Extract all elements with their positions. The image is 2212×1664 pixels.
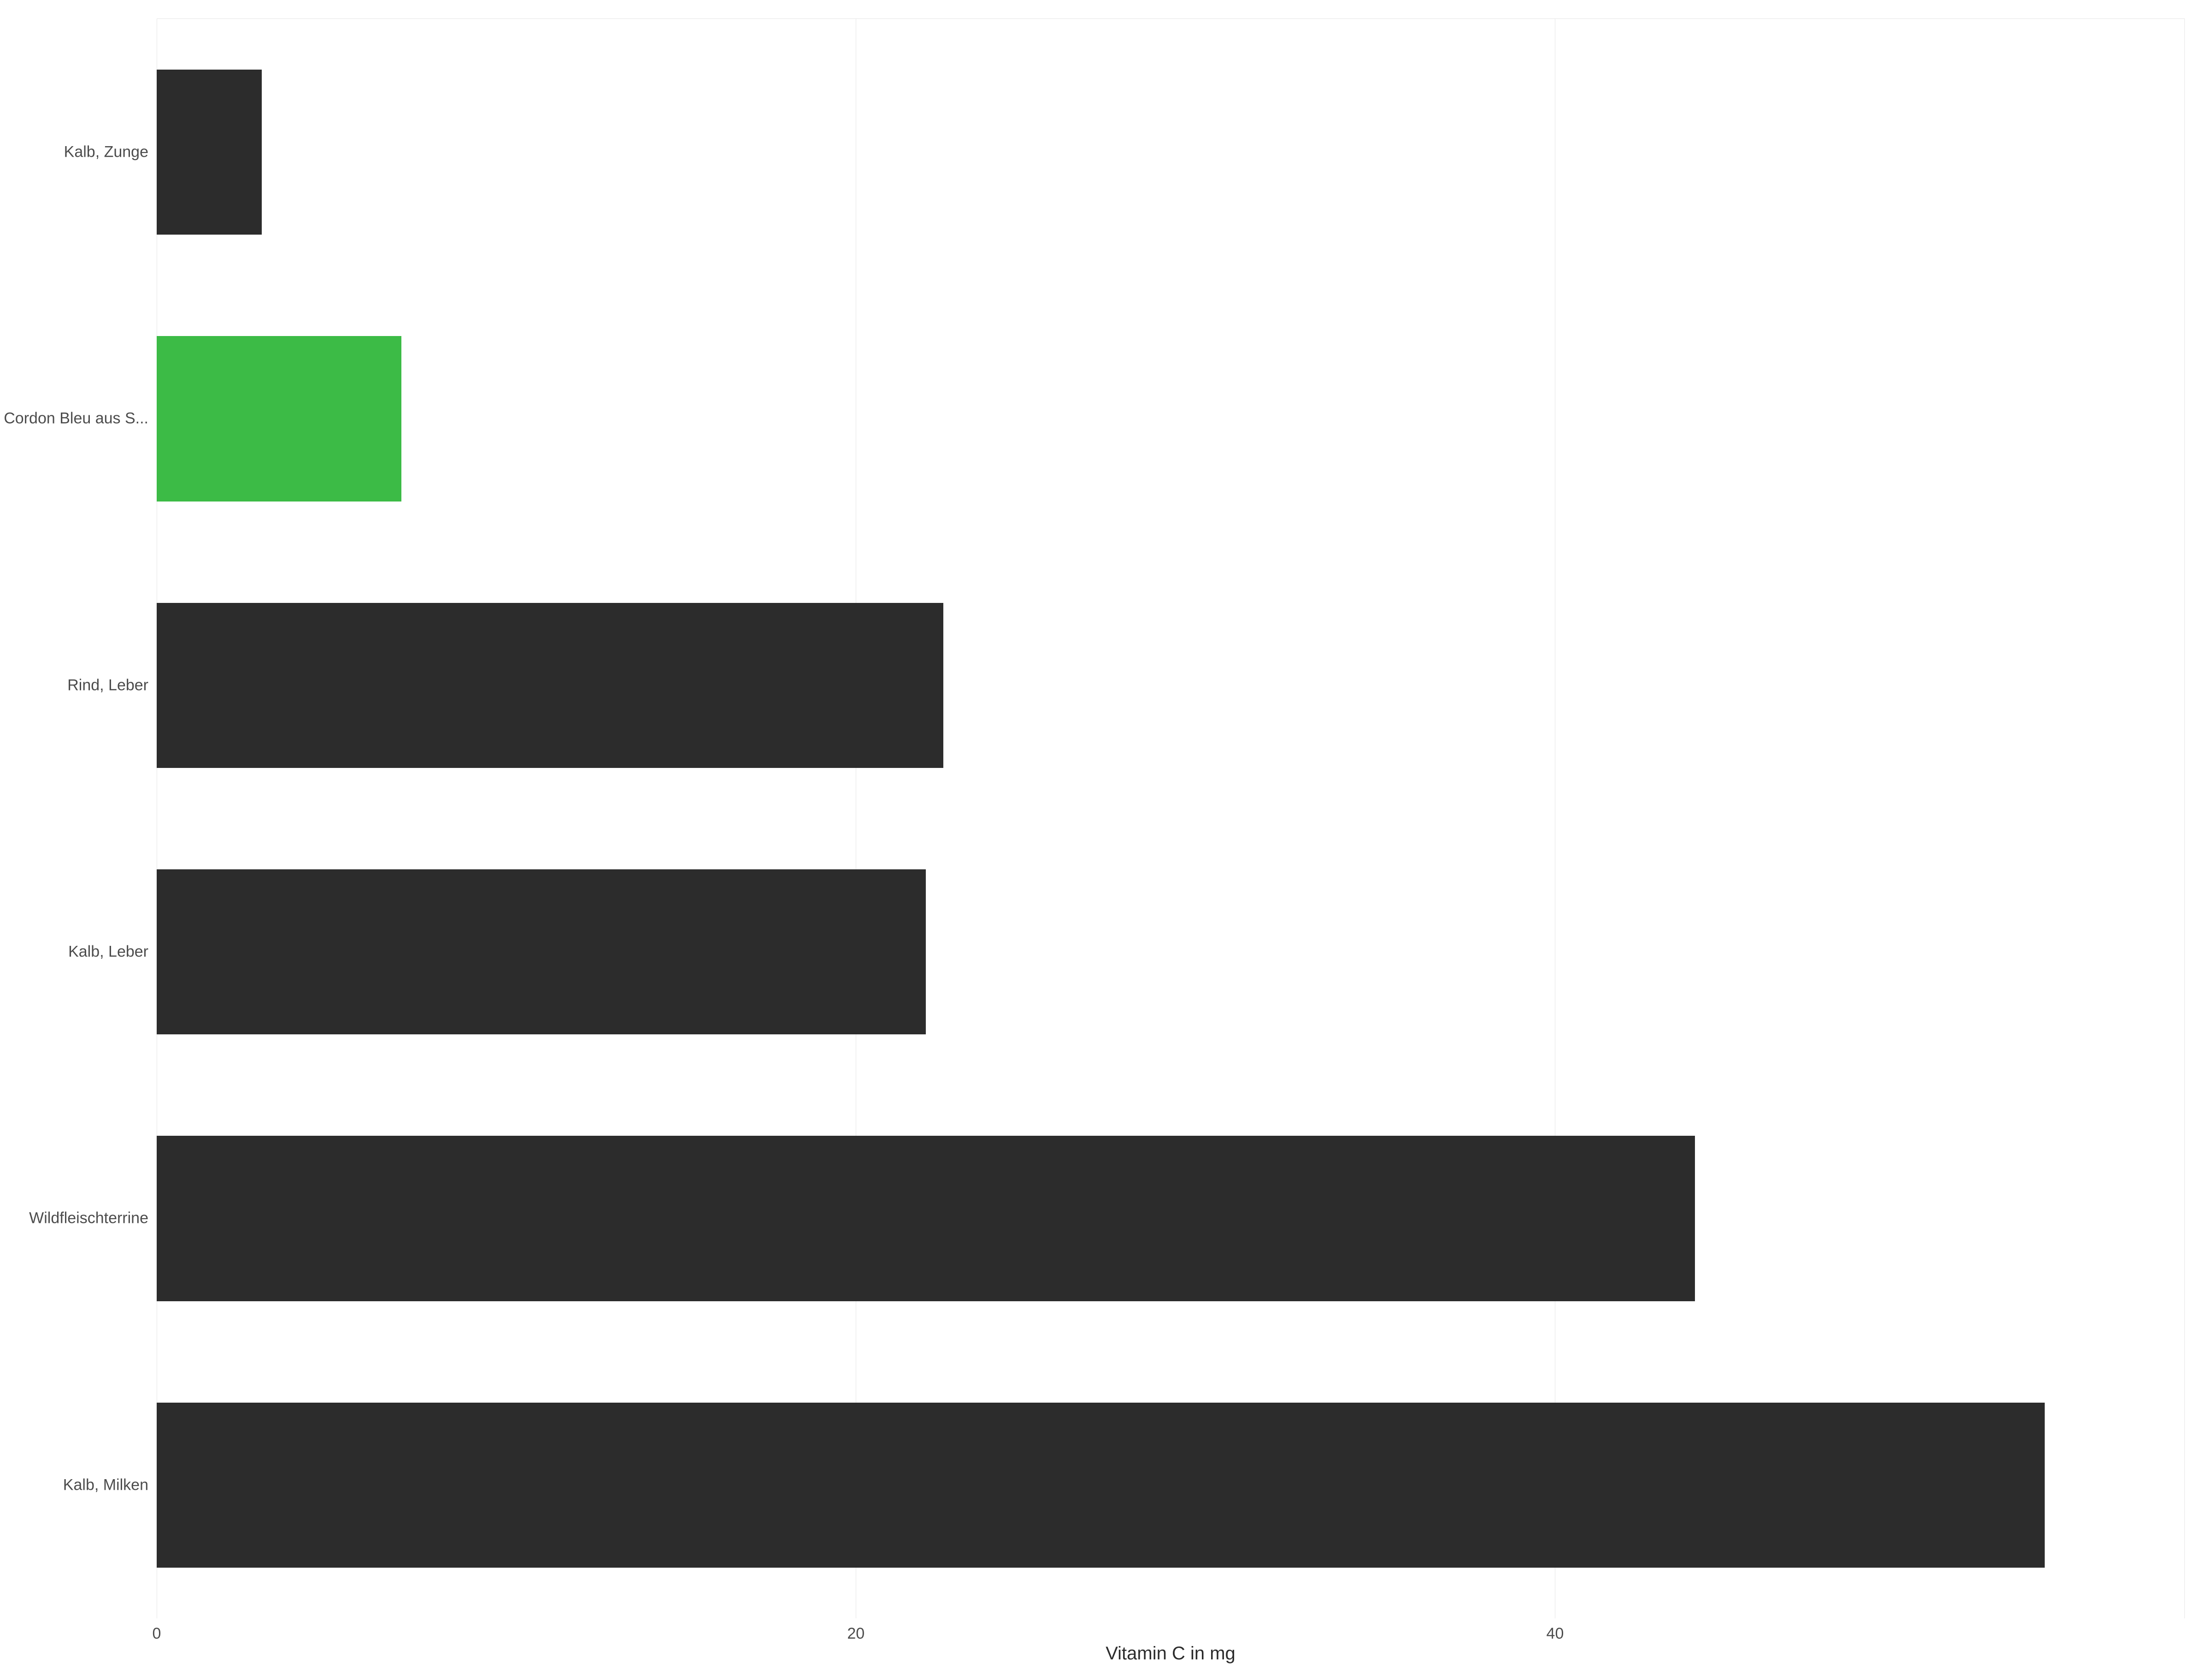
bar-row: Cordon Bleu aus S... (157, 285, 2184, 552)
y-axis-label: Wildfleischterrine (29, 1210, 148, 1227)
bar-row: Rind, Leber (157, 552, 2184, 819)
bar (157, 603, 943, 768)
x-tick-label: 0 (153, 1625, 161, 1643)
bar (157, 1136, 1695, 1301)
bar (157, 869, 926, 1035)
bar (157, 336, 401, 502)
x-tick-label: 40 (1547, 1625, 1564, 1643)
y-axis-label: Kalb, Milken (63, 1476, 148, 1494)
bar-row: Kalb, Zunge (157, 19, 2184, 285)
y-axis-label: Kalb, Zunge (64, 143, 148, 161)
x-axis-title: Vitamin C in mg (1106, 1643, 1235, 1664)
bar (157, 70, 262, 235)
plot-area: Vitamin C in mg 02040Kalb, ZungeCordon B… (157, 18, 2185, 1618)
x-tick-label: 20 (847, 1625, 865, 1643)
bar-row: Wildfleischterrine (157, 1085, 2184, 1351)
bar (157, 1403, 2045, 1568)
bar-row: Kalb, Leber (157, 819, 2184, 1085)
bar-row: Kalb, Milken (157, 1352, 2184, 1618)
y-axis-label: Rind, Leber (67, 676, 148, 694)
y-axis-label: Kalb, Leber (68, 943, 148, 961)
y-axis-label: Cordon Bleu aus S... (4, 410, 148, 428)
chart-container: Vitamin C in mg 02040Kalb, ZungeCordon B… (0, 0, 2212, 1659)
